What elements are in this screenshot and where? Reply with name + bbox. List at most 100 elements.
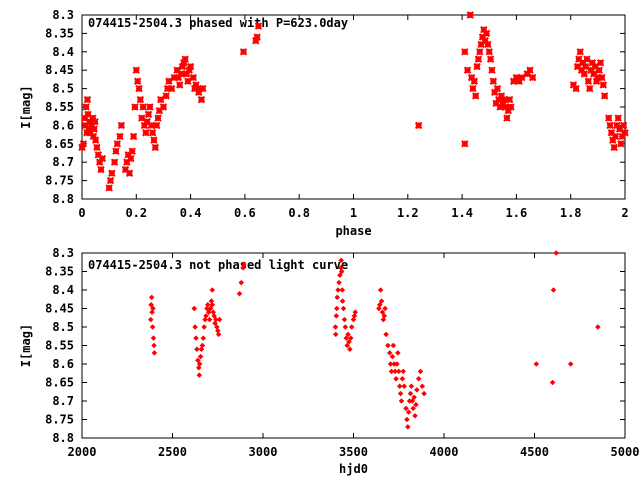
data-point <box>344 342 351 349</box>
y-tick-label: 8.5 <box>52 320 74 334</box>
data-point <box>93 143 101 152</box>
data-point <box>528 73 537 82</box>
data-point <box>117 121 126 130</box>
y-tick-label: 8.3 <box>52 8 74 22</box>
data-point <box>194 346 200 353</box>
data-point <box>157 95 165 104</box>
data-point <box>238 279 245 286</box>
data-point <box>526 66 534 74</box>
y-tick-label: 8.6 <box>52 357 74 371</box>
data-point <box>400 368 407 375</box>
data-point <box>199 84 207 93</box>
data-point <box>151 350 158 356</box>
data-point <box>389 353 396 360</box>
data-point <box>97 165 105 174</box>
data-point <box>347 335 354 341</box>
data-point <box>342 324 349 330</box>
data-point <box>482 29 491 38</box>
data-point <box>125 169 134 177</box>
data-point <box>378 298 385 304</box>
phased-light-curve-panel: 0 0.2 0.4 0.6 0.8 1 1.2 1.4 1.6 1.8 2 8.3 8.35 8.4 8.4… <box>19 8 629 238</box>
data-point <box>139 103 147 111</box>
y-tick-label: 8.8 <box>52 431 74 445</box>
data-point <box>132 66 141 74</box>
data-point <box>135 84 143 93</box>
data-point <box>390 342 397 349</box>
data-point <box>401 383 408 390</box>
data-point <box>113 140 122 148</box>
data-point <box>340 305 347 312</box>
data-point <box>610 143 618 152</box>
data-point <box>414 121 423 130</box>
data-point <box>336 279 342 286</box>
chart-title: 074415-2504.3 phased with P=623.0day <box>88 16 348 30</box>
data-point <box>611 132 620 141</box>
data-point <box>128 147 136 155</box>
data-point <box>151 143 160 152</box>
data-point <box>596 59 605 67</box>
data-point <box>395 368 402 375</box>
data-point <box>177 70 185 78</box>
data-point <box>383 331 389 338</box>
data-point <box>411 394 417 401</box>
data-point <box>116 132 124 141</box>
data-point <box>149 324 156 330</box>
data-point <box>550 287 557 293</box>
x-tick-label: 1 <box>350 206 357 220</box>
data-point <box>200 335 207 341</box>
y-tick-label: 8.45 <box>45 63 74 77</box>
data-point <box>463 66 472 74</box>
y-tick-label: 8.3 <box>52 246 74 260</box>
data-point <box>110 158 119 166</box>
data-point <box>581 62 590 71</box>
data-point <box>98 154 107 163</box>
data-point <box>236 290 243 297</box>
y-tick-label: 8.55 <box>45 339 74 353</box>
data-point <box>599 81 607 89</box>
data-point <box>507 103 515 111</box>
data-point <box>405 409 412 415</box>
data-point <box>415 375 422 382</box>
y-tick-label: 8.55 <box>45 100 74 114</box>
data-point <box>105 184 113 192</box>
data-point <box>335 287 341 293</box>
data-point <box>500 95 508 104</box>
x-axis-label: phase <box>335 224 371 238</box>
data-point <box>209 287 216 293</box>
data-point <box>347 346 353 353</box>
data-point <box>196 372 203 378</box>
data-point <box>176 81 184 89</box>
data-point <box>549 379 556 386</box>
data-point <box>394 350 401 356</box>
data-point <box>91 136 100 144</box>
data-point <box>417 368 424 375</box>
y-tick-label: 8.7 <box>52 155 74 169</box>
data-point <box>241 261 247 267</box>
data-point <box>488 66 496 74</box>
data-point <box>385 342 391 349</box>
x-tick-label: 1.4 <box>451 206 473 220</box>
y-tick-label: 8.65 <box>45 376 74 390</box>
y-tick-label: 8.65 <box>45 137 74 151</box>
data-point <box>404 416 410 423</box>
y-axis-label: I[mag] <box>19 324 33 367</box>
x-tick-label: 1.8 <box>560 206 582 220</box>
data-point <box>144 110 153 119</box>
data-point <box>493 84 502 93</box>
data-point <box>605 114 613 122</box>
data-point <box>473 62 481 71</box>
data-point <box>584 77 593 85</box>
x-tick-label: 0 <box>78 206 85 220</box>
data-point <box>333 305 340 312</box>
data-point <box>341 316 348 323</box>
data-point <box>146 103 154 111</box>
data-point <box>595 66 603 74</box>
y-tick-label: 8.7 <box>52 394 74 408</box>
data-point <box>194 357 201 364</box>
data-point <box>505 95 514 104</box>
data-point <box>186 62 195 71</box>
data-point <box>594 324 601 330</box>
data-point <box>421 390 427 397</box>
y-tick-label: 8.6 <box>52 118 74 132</box>
